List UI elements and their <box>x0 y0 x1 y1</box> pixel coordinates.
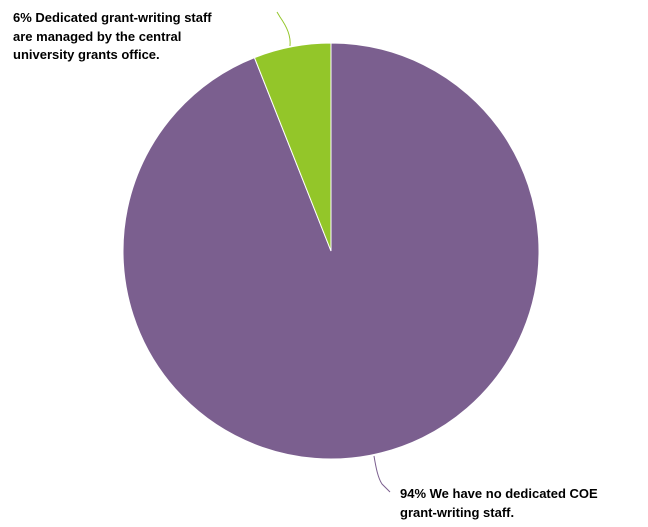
slice-label-line: 94% We have no dedicated COE <box>400 486 598 501</box>
slice-label-line: university grants office. <box>13 47 160 62</box>
slice-label-dedicated-staff: 6% Dedicated grant-writing staff are man… <box>13 10 215 62</box>
leader-line-dedicated-staff <box>276 11 291 47</box>
slice-label-line: are managed by the central <box>13 29 181 44</box>
slice-label-no-dedicated-staff: 94% We have no dedicated COE grant-writi… <box>400 486 601 520</box>
pie-slices <box>122 42 540 460</box>
pie-slice-dedicated-staff <box>253 42 332 252</box>
slice-label-line: 6% Dedicated grant-writing staff <box>13 10 212 25</box>
leader-line-no-dedicated-staff <box>373 455 391 493</box>
slice-label-line: grant-writing staff. <box>400 505 514 520</box>
